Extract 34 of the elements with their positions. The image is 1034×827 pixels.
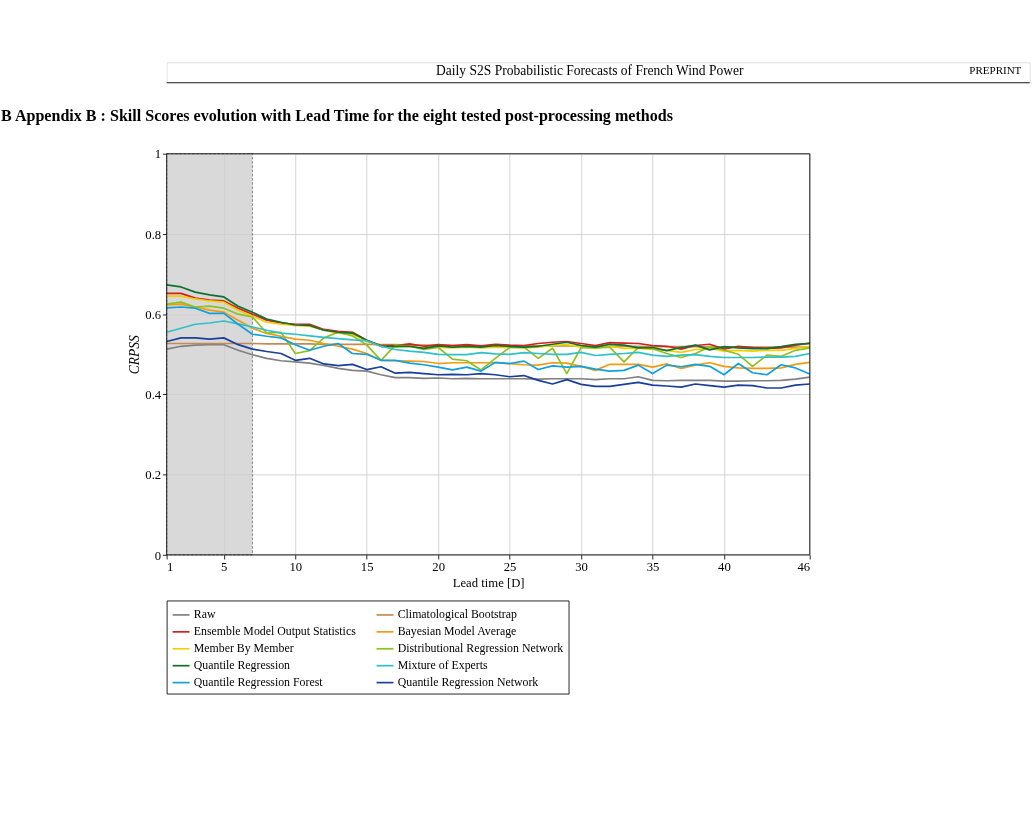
- x-tick-label: 30: [575, 560, 588, 575]
- x-tick-label: 1: [167, 560, 174, 575]
- legend-label: Mixture of Experts: [397, 658, 489, 673]
- text: Daily S2S Probabilistic Forecasts of French Wind Power: [436, 63, 744, 79]
- legend-label: Ensemble Model Output Statistics: [193, 624, 357, 639]
- x-tick-label: 40: [718, 560, 731, 575]
- x-tick-label: 20: [432, 560, 445, 575]
- x-tick-label: 46: [797, 560, 811, 575]
- x-tick-label: 10: [289, 560, 303, 575]
- legend-label: Bayesian Model Average: [397, 624, 517, 639]
- y-tick-label: 0: [154, 548, 162, 563]
- line-series: [165, 343, 811, 383]
- x-tick-label: 35: [646, 560, 660, 575]
- legend-label: Raw: [193, 607, 216, 622]
- legend-label: Quantile Regression Network: [397, 675, 539, 689]
- legend-label: Distributional Regression Network: [397, 641, 564, 656]
- text: PREPRINT: [969, 64, 1022, 77]
- x-tick-label: 25: [503, 560, 517, 575]
- legend-label: Climatological Bootstrap: [397, 607, 518, 622]
- y-axis-title: CRPSS: [127, 334, 143, 375]
- y-tick-label: 0.2: [145, 468, 162, 483]
- line-series: [165, 337, 811, 389]
- x-tick-label: 15: [360, 560, 374, 575]
- y-tick-label: 0.4: [145, 388, 162, 403]
- legend-label: Quantile Regression Forest: [193, 675, 324, 689]
- x-axis-title: Lead time [D]: [452, 576, 525, 591]
- y-tick-label: 0.6: [145, 307, 162, 322]
- line-series: [165, 320, 811, 359]
- legend-label: Member By Member: [193, 641, 294, 656]
- y-tick-label: 1: [154, 147, 162, 162]
- chart-title: B Appendix B : Skill Scores evolution with Lead Time for the eight tested post-processing methods: [1, 106, 673, 125]
- y-tick-label: 0.8: [145, 227, 162, 242]
- legend-label: Quantile Regression: [193, 658, 291, 673]
- x-tick-label: 5: [221, 560, 228, 575]
